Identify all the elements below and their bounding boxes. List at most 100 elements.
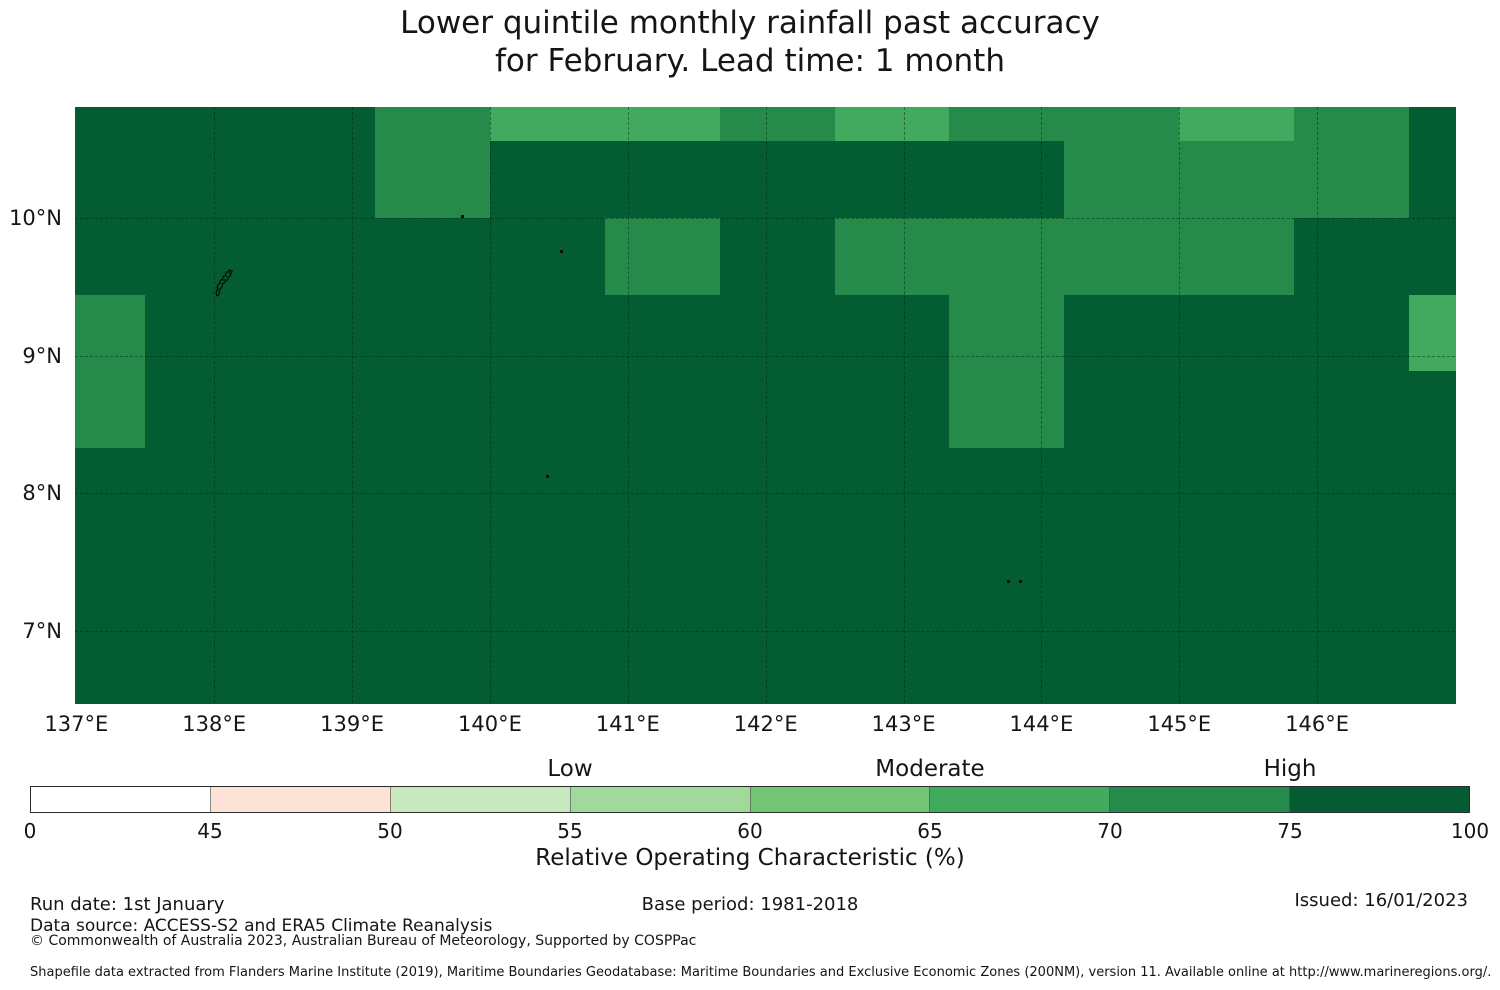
heatmap-cell <box>719 600 836 678</box>
colorbar-segment-45-50 <box>210 787 391 812</box>
colorbar-tick-label: 0 <box>23 819 37 843</box>
heatmap-cell <box>375 600 491 678</box>
colorbar-segment-75-100 <box>1290 787 1469 812</box>
heatmap-cell <box>260 294 376 372</box>
x-axis-tick-label: 141°E <box>595 712 660 736</box>
heatmap-cell <box>145 676 261 704</box>
heatmap-cell <box>75 447 146 525</box>
x-axis-tick-label: 139°E <box>320 712 385 736</box>
gridline-longitude <box>765 107 767 703</box>
x-axis-tick-label: 137°E <box>44 712 109 736</box>
gridline-longitude <box>627 107 629 703</box>
colorbar-tick-label: 100 <box>1450 819 1490 843</box>
heatmap-cell <box>604 600 721 678</box>
heatmap-cell <box>75 600 146 678</box>
heatmap-cell <box>1409 294 1456 372</box>
heatmap-cell <box>75 294 146 372</box>
heatmap-cell <box>1179 294 1295 372</box>
heatmap-cell <box>145 107 261 143</box>
data-source-text: Data source: ACCESS-S2 and ERA5 Climate … <box>30 916 493 936</box>
island-dot <box>546 475 550 479</box>
x-axis-tick-label: 146°E <box>1285 712 1350 736</box>
heatmap-cell <box>949 141 1066 219</box>
heatmap-cell <box>1179 447 1295 525</box>
heatmap-cell <box>1064 600 1180 678</box>
shapefile-attribution-text: Shapefile data extracted from Flanders M… <box>30 965 1492 980</box>
heatmap-cell <box>949 676 1066 704</box>
heatmap-cell <box>375 141 491 219</box>
colorbar-segment-50-55 <box>390 787 571 812</box>
heatmap-cell <box>949 370 1066 449</box>
heatmap-cell <box>719 370 836 449</box>
colorbar-segment-55-60 <box>570 787 751 812</box>
heatmap-cell <box>75 141 146 219</box>
heatmap-cell <box>604 294 721 372</box>
heatmap-cell <box>1064 447 1180 525</box>
x-axis-tick-label: 138°E <box>182 712 247 736</box>
colorbar-tick-label: 45 <box>197 819 223 843</box>
heatmap-cell <box>1409 370 1456 449</box>
base-period-text: Base period: 1981-2018 <box>641 894 859 915</box>
heatmap-cell <box>1064 294 1180 372</box>
x-axis-tick-label: 140°E <box>458 712 522 736</box>
gridline-longitude <box>214 107 216 703</box>
y-axis-tick-label: 9°N <box>22 343 62 368</box>
heatmap-cell <box>1064 370 1180 449</box>
heatmap-cell <box>489 370 606 449</box>
gridline-latitude <box>75 217 1455 219</box>
heatmap-cell <box>145 447 261 525</box>
heatmap-cell <box>375 217 491 296</box>
x-axis-tick-label: 145°E <box>1147 712 1212 736</box>
heatmap-cell <box>1064 523 1180 602</box>
heatmap-cell <box>834 600 951 678</box>
map-heatmap-plot <box>75 107 1456 704</box>
heatmap-cell <box>75 217 146 296</box>
heatmap-cell <box>1064 217 1180 296</box>
heatmap-cell <box>834 294 951 372</box>
chart-title-line1: Lower quintile monthly rainfall past acc… <box>400 5 1100 41</box>
heatmap-cell <box>260 107 376 143</box>
heatmap-cell <box>604 141 721 219</box>
gridline-latitude <box>75 493 1455 495</box>
colorbar-tick-label: 60 <box>737 819 763 843</box>
heatmap-cell <box>375 676 491 704</box>
heatmap-cell <box>949 294 1066 372</box>
colorbar-tick-label: 50 <box>377 819 403 843</box>
gridline-longitude <box>352 107 354 703</box>
heatmap-cell <box>489 294 606 372</box>
island-dot <box>560 249 564 253</box>
heatmap-cell <box>834 523 951 602</box>
heatmap-cell <box>1294 370 1410 449</box>
heatmap-cell <box>604 217 721 296</box>
heatmap-cell <box>75 107 146 143</box>
heatmap-cell <box>1294 676 1410 704</box>
heatmap-cell <box>1179 141 1295 219</box>
heatmap-cell <box>604 107 721 143</box>
colorbar-segment-65-70 <box>930 787 1111 812</box>
heatmap-cell <box>75 523 146 602</box>
heatmap-cell <box>75 370 146 449</box>
gridline-longitude <box>1317 107 1319 703</box>
heatmap-cell <box>834 676 951 704</box>
heatmap-cell <box>604 676 721 704</box>
heatmap-cell <box>260 141 376 219</box>
colorbar-tick-label: 75 <box>1277 819 1303 843</box>
y-axis-tick-label: 7°N <box>22 619 62 644</box>
heatmap-cell <box>260 600 376 678</box>
island-outline <box>215 269 233 297</box>
colorbar-category-label: High <box>1263 756 1317 782</box>
heatmap-cell <box>489 676 606 704</box>
colorbar-tick-label: 70 <box>1097 819 1123 843</box>
colorbar-category-label: Low <box>547 756 593 782</box>
heatmap-cell <box>489 217 606 296</box>
heatmap-cell <box>1179 107 1295 143</box>
heatmap-cell <box>834 447 951 525</box>
heatmap-cell <box>834 217 951 296</box>
heatmap-cell <box>260 523 376 602</box>
copyright-text: © Commonwealth of Australia 2023, Austra… <box>30 933 697 949</box>
heatmap-cell <box>1064 141 1180 219</box>
heatmap-cell <box>375 447 491 525</box>
heatmap-cell <box>145 370 261 449</box>
heatmap-cell <box>1409 676 1456 704</box>
